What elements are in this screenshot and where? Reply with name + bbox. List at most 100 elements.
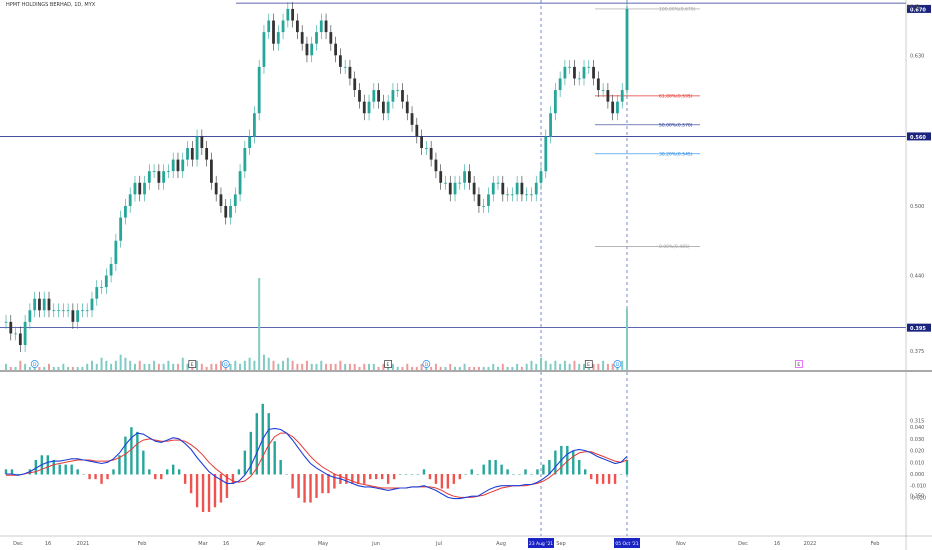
- macd-histogram-bar: [267, 413, 270, 475]
- volume-bar: [602, 360, 605, 370]
- x-tick-label: Nov: [676, 541, 686, 547]
- volume-bar: [14, 366, 17, 370]
- price-tick-label: 0.500: [910, 204, 924, 210]
- x-tick-label: 16: [223, 541, 229, 547]
- candle-body: [81, 310, 84, 312]
- macd-histogram-bar: [625, 459, 629, 475]
- volume-bar: [401, 366, 404, 370]
- macd-histogram-bar: [88, 474, 91, 480]
- volume-bar: [463, 363, 466, 370]
- candle-body: [563, 66, 567, 79]
- candle-body: [310, 43, 314, 56]
- macd-histogram-bar: [542, 464, 545, 475]
- dividend-marker: [422, 360, 431, 368]
- candle-body: [338, 55, 342, 67]
- macd-histogram-bar: [160, 474, 163, 480]
- candle-body: [420, 136, 423, 149]
- macd-histogram-bar: [578, 459, 581, 475]
- volume-bar: [348, 363, 351, 370]
- volume-bar: [377, 366, 380, 370]
- macd-histogram-bar: [64, 464, 67, 475]
- macd-histogram-bar: [124, 436, 127, 475]
- fibonacci-levels: 261.80%(1.005)161.80%(0.800)100.00%(0.67…: [595, 6, 700, 250]
- volume-bar: [444, 366, 447, 370]
- candle-body: [458, 182, 462, 184]
- event-marker-label: D: [224, 362, 228, 368]
- volume-bar: [67, 366, 70, 370]
- candle-body: [133, 182, 137, 195]
- volume-bar: [325, 363, 328, 370]
- volume-bar: [511, 366, 514, 370]
- volume-bar: [57, 366, 60, 370]
- candle-body: [90, 298, 94, 311]
- volume-bar: [468, 366, 471, 370]
- volume-bar: [167, 360, 170, 370]
- candle-body: [152, 171, 156, 172]
- macd-histogram-bar: [112, 469, 115, 475]
- volume-bar: [181, 357, 184, 370]
- macd-histogram-bar: [148, 469, 151, 475]
- candle-body: [162, 171, 166, 183]
- macd-histogram-bar: [458, 474, 462, 480]
- candle-body: [381, 101, 385, 114]
- candle-body: [315, 32, 318, 44]
- volume-bar: [110, 363, 113, 370]
- volume-bar: [200, 363, 203, 370]
- candle-body: [100, 287, 103, 288]
- macd-histogram-bar: [512, 474, 515, 475]
- volume-bar: [95, 363, 98, 370]
- event-marker-label: E: [797, 362, 800, 368]
- candle-body: [463, 171, 466, 183]
- macd-histogram-bar: [16, 474, 20, 475]
- volume-bar: [215, 363, 218, 370]
- candle-body: [353, 78, 357, 91]
- volume-bar: [138, 360, 141, 370]
- candle-body: [601, 90, 605, 91]
- candle-body: [530, 194, 533, 196]
- volume-bar: [148, 363, 151, 370]
- price-tick-label: 0.630: [910, 53, 924, 59]
- candle-body: [9, 321, 13, 334]
- candle-body: [23, 321, 27, 346]
- x-tick-label: Jul: [435, 541, 442, 547]
- volume-bar: [597, 363, 600, 370]
- macd-tick-label: 0.010: [910, 460, 924, 466]
- macd-histogram-bar: [428, 474, 432, 480]
- x-highlight-label: 23 Aug '21: [529, 541, 553, 547]
- volume-bar: [578, 363, 581, 370]
- candle-body: [415, 124, 419, 137]
- candle-body: [109, 263, 113, 276]
- macd-histogram-bar: [142, 450, 145, 475]
- macd-histogram-bar: [207, 474, 211, 512]
- macd-histogram-bar: [58, 464, 61, 475]
- volume-bar: [458, 366, 461, 370]
- volume-bar: [234, 360, 237, 370]
- volume-bar: [248, 357, 251, 370]
- macd-histogram-bar: [386, 474, 390, 484]
- volume-bar: [501, 363, 504, 370]
- candle-body: [334, 43, 338, 56]
- volume-bar: [243, 360, 246, 370]
- macd-histogram-bar: [189, 474, 193, 494]
- candle-body: [33, 298, 37, 311]
- candle-body: [85, 310, 89, 312]
- candle-body: [453, 182, 457, 195]
- volume-bar: [76, 366, 79, 370]
- macd-histogram-bar: [171, 464, 175, 475]
- volume-bar: [621, 360, 624, 370]
- volume-bar: [262, 354, 265, 370]
- volume-bar: [272, 360, 275, 370]
- volume-bar: [153, 360, 156, 370]
- volume-bar: [549, 363, 552, 370]
- candle-body: [143, 182, 146, 195]
- price-tick-label: 0.315: [910, 418, 924, 424]
- candle-body: [224, 205, 228, 218]
- volume-bars: [5, 278, 628, 370]
- candle-body: [214, 182, 218, 195]
- volume-bar: [9, 366, 12, 370]
- candle-body: [319, 20, 323, 33]
- volume-bar: [611, 363, 614, 370]
- volume-bar: [162, 363, 165, 370]
- candle-body: [181, 159, 185, 172]
